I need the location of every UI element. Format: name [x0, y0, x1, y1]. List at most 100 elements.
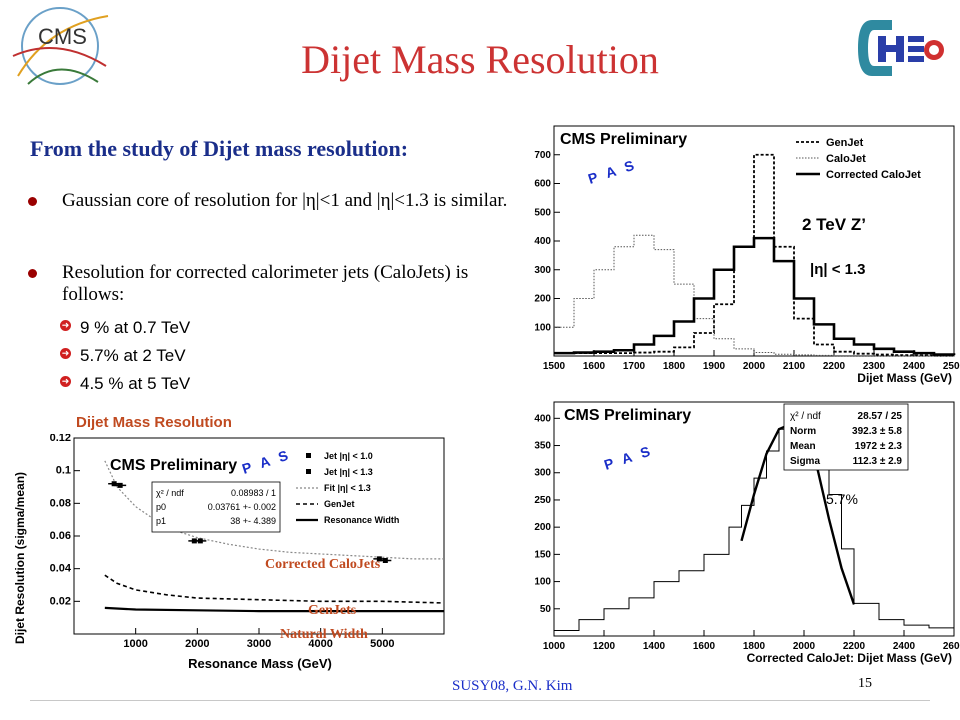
legend-entry: Fit |η| < 1.3 — [324, 483, 371, 493]
fit-stat-name: χ² / ndf — [156, 488, 184, 498]
y-tick-label: 0.08 — [50, 497, 71, 509]
x-tick-label: 1600 — [693, 641, 716, 652]
legend-entry: Jet |η| < 1.3 — [324, 467, 373, 477]
x-tick-label: 2100 — [783, 361, 806, 372]
legend-entry: Jet |η| < 1.0 — [324, 451, 373, 461]
x-tick-label: 2000 — [793, 641, 816, 652]
corrected-calojet-chart: 1000 1200 1400 1600 1800 2000 2200 2400 2600 50 10… — [534, 398, 960, 668]
sub-bullet: ➜ 5.7% at 2 TeV — [60, 346, 186, 365]
y-tick-label: 0.06 — [50, 530, 71, 542]
x-tick-label: 2000 — [185, 638, 209, 650]
arrow-icon: ➜ — [60, 376, 71, 387]
page-number: 15 — [858, 676, 872, 691]
x-tick-label: 1400 — [643, 641, 666, 652]
y-tick-label: 500 — [534, 207, 551, 218]
x-tick-label: 2600 — [943, 641, 960, 652]
fit-stat-value: 392.3 ± 5.8 — [852, 426, 902, 437]
x-tick-label: 2500 — [943, 361, 960, 372]
footer-divider — [30, 700, 930, 701]
cms-logo-text: CMS — [38, 24, 87, 49]
footer-text: SUSY08, G.N. Kim — [452, 678, 573, 694]
slide-title: Dijet Mass Resolution — [301, 37, 659, 82]
x-axis-label: Corrected CaloJet: Dijet Mass (GeV) — [747, 651, 952, 665]
x-tick-label: 1000 — [543, 641, 566, 652]
legend-entry: Corrected CaloJet — [826, 169, 921, 181]
x-axis-label: Resonance Mass (GeV) — [188, 656, 332, 671]
histogram-calojet — [554, 234, 954, 357]
curve-genjet — [104, 574, 445, 604]
fit-stat-name: p0 — [156, 502, 166, 512]
bullet-dot — [28, 269, 37, 278]
y-tick-label: 300 — [534, 468, 551, 479]
x-tick-label: 1800 — [663, 361, 686, 372]
x-tick-label: 1000 — [123, 638, 147, 650]
y-tick-label: 250 — [534, 495, 551, 506]
x-tick-label: 1900 — [703, 361, 726, 372]
fit-stat-name: Norm — [790, 426, 816, 437]
legend-marker — [306, 469, 311, 474]
data-point — [197, 538, 203, 544]
x-tick-label: 2200 — [823, 361, 846, 372]
annotation-resolution-percent: 5.7% — [826, 491, 858, 507]
fit-stats-box — [783, 403, 909, 471]
y-tick-label: 150 — [534, 549, 551, 560]
fit-stat-name: Mean — [790, 441, 816, 452]
data-point — [117, 482, 123, 488]
x-tick-label: 2200 — [843, 641, 866, 652]
sub-bullet: ➜ 9 % at 0.7 TeV — [60, 318, 191, 337]
y-tick-label: 400 — [534, 413, 551, 424]
x-tick-label: 1200 — [593, 641, 616, 652]
y-tick-label: 0.02 — [50, 595, 71, 607]
cms-preliminary-label: CMS Preliminary — [110, 457, 237, 474]
histogram-genjet — [554, 153, 954, 357]
bullet-item: Resolution for corrected calorimeter jet… — [28, 262, 518, 310]
data-point — [376, 556, 382, 562]
annotation-natural-width: Natural Width — [280, 627, 368, 642]
dijet-mass-chart: 1500 1600 1700 1800 1900 2000 2100 2200 2300 2400… — [534, 120, 960, 388]
x-tick-label: 1500 — [543, 361, 566, 372]
bullet-dot — [28, 197, 37, 206]
hep-logo — [858, 20, 944, 76]
cms-preliminary-label: CMS Preliminary — [560, 131, 687, 148]
y-tick-label: 600 — [534, 179, 551, 190]
data-point — [111, 481, 117, 487]
fit-stat-name: χ² / ndf — [790, 411, 821, 422]
legend-entry: Resonance Width — [324, 515, 399, 525]
y-tick-label: 700 — [534, 150, 551, 161]
x-tick-label: 2300 — [863, 361, 886, 372]
x-tick-label: 2400 — [893, 641, 916, 652]
histogram-corrected-calojet — [554, 236, 956, 356]
fit-stat-value: 0.08983 / 1 — [231, 488, 276, 498]
plot-label: Dijet Mass Resolution — [76, 414, 232, 431]
fit-stat-value: 112.3 ± 2.9 — [853, 456, 903, 467]
histogram-corrected-calojet — [554, 420, 955, 632]
annotation-z-prime: 2 TeV Z’ — [802, 215, 866, 234]
y-axis-label: Dijet Resolution (sigma/mean) — [13, 472, 27, 644]
legend-entry: GenJet — [324, 499, 355, 509]
curve-resonance-width — [104, 606, 444, 613]
y-tick-label: 0.12 — [50, 434, 71, 444]
y-tick-label: 300 — [534, 265, 551, 276]
sub-bullet: ➜ 4.5 % at 5 TeV — [60, 374, 191, 393]
bullet-text: Gaussian core of resolution for |η|<1 an… — [62, 190, 508, 211]
x-axis-label: Dijet Mass (GeV) — [857, 371, 952, 385]
x-tick-label: 2400 — [903, 361, 926, 372]
annotation-genjets: GenJets — [308, 603, 357, 618]
fit-stat-value: 28.57 / 25 — [858, 411, 903, 422]
y-tick-label: 0.1 — [56, 465, 71, 477]
y-tick-label: 350 — [534, 441, 551, 452]
pas-watermark: P A S — [602, 442, 655, 473]
pas-watermark: P A S — [240, 446, 293, 477]
x-tick-label: 4000 — [308, 638, 332, 650]
fit-stat-value: 38 +- 4.389 — [230, 516, 276, 526]
y-tick-label: 100 — [534, 577, 551, 588]
bullet-text: Resolution for corrected calorimeter jet… — [62, 262, 469, 305]
fit-stat-value: 1972 ± 2.3 — [855, 441, 903, 452]
subtitle: From the study of Dijet mass resolution: — [30, 136, 409, 161]
arrow-icon: ➜ — [60, 348, 71, 359]
legend-marker — [306, 453, 311, 458]
fit-stat-name: Sigma — [790, 456, 820, 467]
legend-entry: GenJet — [826, 137, 864, 149]
x-tick-label: 2000 — [743, 361, 766, 372]
x-tick-label: 1800 — [743, 641, 766, 652]
